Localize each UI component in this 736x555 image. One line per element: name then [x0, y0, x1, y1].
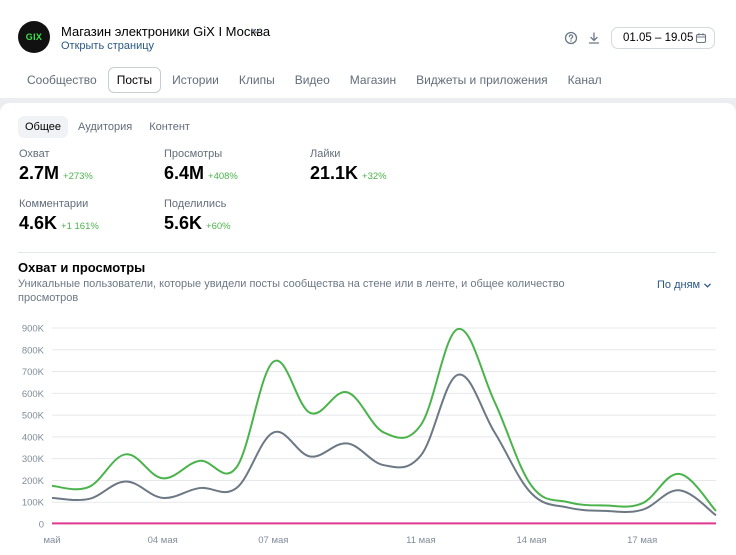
y-tick-label: 700K — [22, 367, 45, 378]
section-tabs: Сообщество Посты Истории Клипы Видео Маг… — [18, 67, 613, 93]
metric-delta: +60% — [206, 221, 231, 232]
subtab-audience[interactable]: Аудитория — [78, 121, 133, 133]
download-icon[interactable] — [587, 31, 601, 45]
tab-widgets-apps[interactable]: Виджеты и приложения — [416, 73, 548, 87]
metric-label: Охват — [19, 148, 50, 160]
y-tick-label: 900K — [22, 324, 45, 335]
granularity-dropdown[interactable]: По дням — [657, 279, 712, 291]
y-tick-label: 300K — [22, 454, 45, 465]
subtab-general[interactable]: Общее — [18, 116, 69, 138]
x-tick-label: 14 мая — [516, 535, 546, 546]
granularity-label: По дням — [657, 279, 701, 291]
y-tick-label: 600K — [22, 389, 45, 400]
y-tick-label: 400K — [22, 432, 45, 443]
metric-shares: Поделились 5.6K +60% — [164, 198, 231, 234]
metric-delta: +273% — [63, 171, 93, 182]
avatar-logo-text: GIX — [25, 32, 43, 42]
metric-comments: Комментарии 4.6K +1 161% — [19, 198, 99, 234]
y-tick-label: 200K — [22, 476, 45, 487]
metric-label: Комментарии — [19, 198, 89, 210]
chevron-down-icon — [704, 283, 711, 288]
metric-reach: Охват 2.7M +273% — [19, 148, 93, 184]
divider — [18, 252, 716, 253]
chevron-down-icon[interactable] — [250, 25, 262, 37]
open-page-link[interactable]: Открыть страницу — [61, 40, 155, 52]
date-range-picker[interactable]: 01.05 – 19.05 — [611, 27, 715, 49]
metric-delta: +408% — [208, 171, 238, 182]
metric-views: Просмотры 6.4M +408% — [164, 148, 238, 184]
calendar-icon — [695, 33, 707, 44]
group-name[interactable]: Магазин электроники GiX I Москва — [61, 24, 271, 39]
metric-label: Просмотры — [164, 148, 223, 160]
group-avatar[interactable]: GIX — [18, 21, 50, 53]
metric-likes: Лайки 21.1K +32% — [310, 148, 387, 184]
x-tick-label: 07 мая — [258, 535, 288, 546]
chart-description: Уникальные пользователи, которые увидели… — [18, 278, 565, 304]
metric-delta: +32% — [362, 171, 387, 182]
metric-value: 4.6K — [19, 213, 58, 233]
tab-community[interactable]: Сообщество — [27, 73, 97, 87]
reach-views-chart: 0 100K 200K 300K 400K 500K 600K 700K 800K 900K май… — [22, 324, 717, 546]
x-tick-label: 11 мая — [406, 535, 435, 546]
metric-label: Поделились — [164, 198, 227, 210]
metric-value: 5.6K — [164, 213, 203, 233]
metric-delta: +1 161% — [61, 221, 99, 232]
tab-posts[interactable]: Посты — [107, 67, 162, 93]
tab-channel[interactable]: Канал — [567, 73, 602, 87]
y-tick-label: 800K — [22, 345, 45, 356]
x-tick-label: 17 мая — [627, 535, 657, 546]
stats-subtabs: Общее Аудитория Контент — [18, 116, 200, 138]
tab-stories[interactable]: Истории — [172, 73, 219, 87]
chart-title: Охват и просмотры — [18, 260, 146, 275]
series-line-gray — [51, 373, 717, 517]
subtab-content[interactable]: Контент — [149, 121, 190, 133]
metric-value: 21.1K — [310, 163, 359, 183]
y-tick-label: 0 — [39, 520, 44, 531]
metric-label: Лайки — [310, 148, 341, 160]
help-icon[interactable] — [564, 31, 578, 45]
y-tick-label: 500K — [22, 411, 45, 422]
date-range-text: 01.05 – 19.05 — [623, 32, 694, 44]
y-tick-label: 100K — [22, 498, 45, 509]
metric-value: 2.7M — [19, 163, 60, 183]
metric-value: 6.4M — [164, 163, 205, 183]
x-tick-label: май — [43, 535, 60, 546]
series-line-green — [51, 328, 717, 512]
tab-video[interactable]: Видео — [294, 73, 330, 87]
x-tick-label: 04 мая — [148, 535, 178, 546]
stats-card — [0, 103, 736, 555]
tab-shop[interactable]: Магазин — [349, 73, 397, 87]
tab-clips[interactable]: Клипы — [238, 73, 275, 87]
